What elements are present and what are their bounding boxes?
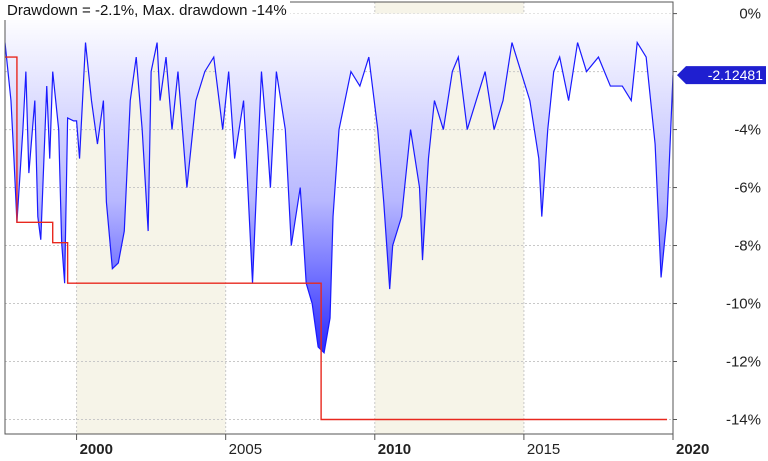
current-value-tag — [677, 66, 766, 85]
drawdown-area — [5, 13, 673, 353]
y-tick-label: 0% — [739, 6, 761, 23]
x-tick-label: 2000 — [80, 441, 113, 458]
y-tick-label: -14% — [726, 412, 761, 429]
y-tick-label: -6% — [734, 180, 761, 197]
x-tick-label: 2010 — [378, 441, 411, 458]
y-tick-label: -10% — [726, 296, 761, 313]
plot-frame — [4, 1, 674, 435]
x-tick-label: 2020 — [676, 441, 709, 458]
max-drawdown-line — [5, 56, 668, 421]
x-tick-label: 2005 — [229, 441, 262, 458]
y-tick-label: -4% — [734, 122, 761, 139]
chart-title: Drawdown = -2.1%, Max. drawdown -14% — [4, 1, 290, 20]
x-tick-label: 2015 — [527, 441, 560, 458]
y-tick-label: -8% — [734, 238, 761, 255]
drawdown-line — [5, 40, 673, 355]
y-tick-label: -12% — [726, 354, 761, 371]
current-value-label: -2.12481 — [708, 67, 763, 83]
